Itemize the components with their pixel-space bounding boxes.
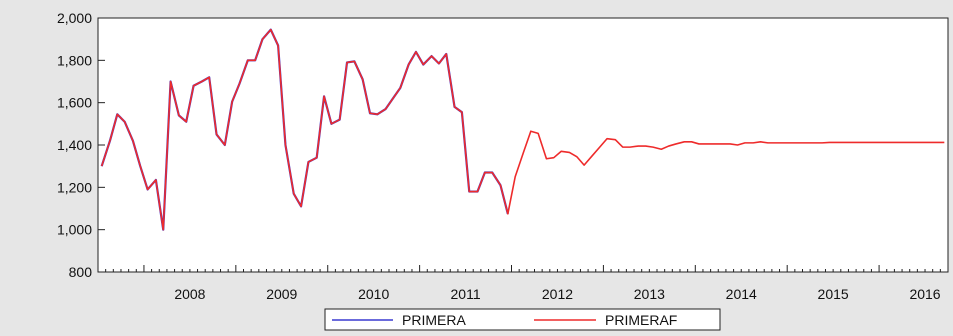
x-tick-label: 2012 (542, 286, 573, 302)
x-tick-label: 2010 (358, 286, 389, 302)
x-tick-label: 2014 (726, 286, 757, 302)
x-axis: 2008 2009 2010 2011 2012 2013 2014 2015 2016 (97, 265, 949, 302)
legend-label-primeraf: PRIMERAF (605, 312, 677, 328)
legend: PRIMERA PRIMERAF (324, 308, 721, 331)
y-tick-label: 1,000 (57, 222, 92, 238)
y-axis: 800 1,000 1,200 1,400 1,600 1,800 2,000 (57, 10, 105, 280)
x-tick-label: 2013 (634, 286, 665, 302)
legend-box (324, 308, 721, 331)
x-tick-label: 2015 (818, 286, 849, 302)
y-tick-label: 1,600 (57, 95, 92, 111)
x-tick-label: 2011 (451, 286, 481, 302)
plot-area (97, 17, 949, 273)
y-tick-label: 2,000 (57, 10, 92, 26)
legend-label-primera: PRIMERA (402, 312, 466, 328)
y-tick-label: 1,400 (57, 137, 92, 153)
y-tick-label: 800 (69, 264, 93, 280)
x-tick-label: 2009 (266, 286, 297, 302)
x-tick-label: 2016 (909, 286, 940, 302)
y-tick-label: 1,200 (57, 179, 92, 195)
y-tick-label: 1,800 (57, 52, 92, 68)
series-layer (100, 28, 945, 231)
x-tick-label: 2008 (174, 286, 205, 302)
series-line-primeraf (100, 28, 945, 231)
